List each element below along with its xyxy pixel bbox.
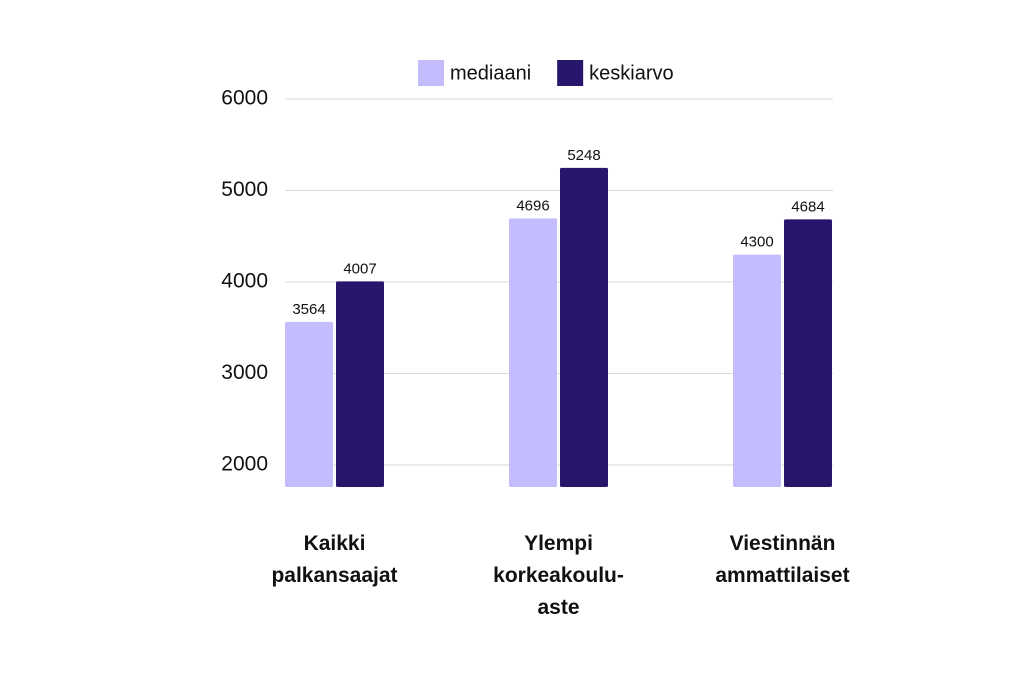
bar: [784, 219, 832, 487]
y-tick-label: 3000: [221, 361, 268, 384]
y-tick-label: 6000: [221, 87, 268, 110]
y-tick-label: 5000: [221, 178, 268, 201]
legend-swatch: [557, 60, 584, 86]
legend-label: keskiarvo: [589, 62, 673, 84]
value-label: 4007: [343, 260, 376, 277]
bar: [336, 281, 384, 487]
x-tick-label: Kaikki palkansaajat: [271, 532, 398, 587]
value-label: 4696: [516, 197, 549, 214]
legend-label: mediaani: [450, 62, 531, 84]
x-tick-label: Viestinnän ammattilaiset: [715, 532, 850, 587]
legend-swatch: [418, 60, 444, 86]
value-label: 4300: [740, 234, 773, 251]
x-tick-label: Ylempi korkeakoulu-aste: [493, 532, 624, 619]
bar: [285, 321, 333, 487]
value-label: 5248: [567, 147, 600, 164]
value-label: 4684: [791, 198, 824, 215]
bar: [560, 167, 608, 487]
y-tick-label: 4000: [221, 270, 268, 293]
value-label: 3564: [292, 301, 325, 318]
bar: [733, 254, 781, 487]
bar: [509, 218, 557, 487]
y-tick-label: 2000: [221, 453, 268, 476]
